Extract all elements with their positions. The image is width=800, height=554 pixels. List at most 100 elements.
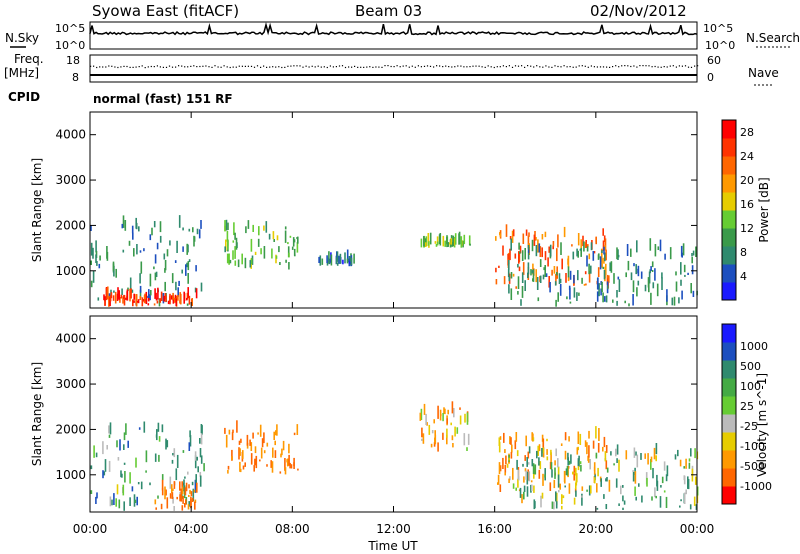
heatmap-cell xyxy=(284,467,287,475)
heatmap-cell xyxy=(622,485,624,488)
heatmap-cell xyxy=(249,260,252,268)
heatmap-cell xyxy=(288,252,290,258)
heatmap-cell xyxy=(548,246,550,253)
heatmap-cell xyxy=(656,480,659,491)
nave-point xyxy=(557,65,559,68)
nave-point xyxy=(669,65,671,67)
nsearch-tick-high: 10^5 xyxy=(703,22,733,35)
heatmap-cell xyxy=(159,298,161,303)
heatmap-cell xyxy=(605,504,608,510)
heatmap-cell xyxy=(623,500,626,505)
nave-point xyxy=(445,65,447,67)
heatmap-cell xyxy=(509,476,511,481)
nave-point xyxy=(126,65,128,68)
heatmap-cell xyxy=(185,482,188,492)
heatmap-cell xyxy=(606,467,609,473)
nave-point xyxy=(505,66,507,68)
heatmap-cell xyxy=(165,489,167,496)
heatmap-cell xyxy=(462,242,464,248)
heatmap-cell xyxy=(433,442,436,447)
nave-point xyxy=(105,66,107,68)
heatmap-cell xyxy=(182,450,185,453)
heatmap-cell xyxy=(156,242,159,250)
heatmap-cell xyxy=(161,479,164,491)
heatmap-cell xyxy=(520,299,522,306)
heatmap-cell xyxy=(545,273,548,277)
heatmap-cell xyxy=(515,286,517,289)
heatmap-cell xyxy=(659,239,662,252)
nave-point xyxy=(363,66,365,68)
heatmap-cell xyxy=(596,507,599,510)
heatmap-cell xyxy=(156,300,159,304)
heatmap-cell xyxy=(535,237,537,241)
heatmap-cell xyxy=(169,493,172,499)
nave-point xyxy=(250,65,253,67)
nave-point xyxy=(596,66,598,68)
heatmap-cell xyxy=(149,294,151,301)
heatmap-cell xyxy=(446,434,448,445)
heatmap-cell xyxy=(200,220,202,229)
heatmap-cell xyxy=(224,220,226,232)
nave-point xyxy=(357,66,359,68)
heatmap-cell xyxy=(519,487,522,498)
heatmap-cell xyxy=(272,447,274,458)
heatmap-cell xyxy=(257,432,259,435)
nave-point xyxy=(536,65,538,67)
heatmap-cell xyxy=(557,234,559,248)
heatmap-cell xyxy=(137,299,140,304)
nave-point xyxy=(235,66,237,68)
nave-point xyxy=(405,65,407,67)
heatmap-cell xyxy=(123,432,126,441)
heatmap-cell xyxy=(675,271,677,276)
heatmap-cell xyxy=(261,438,264,448)
heatmap-cell xyxy=(555,448,557,457)
heatmap-cell xyxy=(528,446,531,454)
heatmap-cell xyxy=(541,434,544,442)
heatmap-cell xyxy=(228,253,230,265)
heatmap-cell xyxy=(184,503,186,508)
heatmap-cell xyxy=(641,495,643,503)
heatmap-cell xyxy=(284,230,287,243)
velocity-colorbar-label-text: Velocity [m s^-1] xyxy=(755,373,769,477)
heatmap-cell xyxy=(655,495,657,499)
heatmap-cell xyxy=(554,460,556,466)
heatmap-cell xyxy=(275,255,278,259)
colorbar-tick-label: 28 xyxy=(740,126,754,139)
nave-point xyxy=(117,66,119,69)
heatmap-cell xyxy=(650,459,652,470)
heatmap-cell xyxy=(339,253,342,264)
heatmap-cell xyxy=(263,246,266,259)
heatmap-cell xyxy=(430,443,433,448)
heatmap-cell xyxy=(229,259,232,264)
heatmap-cell xyxy=(573,473,575,481)
heatmap-cell xyxy=(528,471,531,482)
heatmap-cell xyxy=(638,483,640,487)
heatmap-cell xyxy=(239,448,241,456)
heatmap-cell xyxy=(227,465,230,470)
heatmap-cell xyxy=(138,427,141,430)
heatmap-cell xyxy=(266,442,269,447)
heatmap-cell xyxy=(196,228,199,235)
heatmap-cell xyxy=(139,289,142,298)
heatmap-cell xyxy=(546,438,548,442)
heatmap-cell xyxy=(499,233,502,237)
heatmap-cell xyxy=(508,284,510,294)
heatmap-cell xyxy=(516,450,519,457)
heatmap-cell xyxy=(586,442,588,455)
heatmap-cell xyxy=(683,466,685,469)
heatmap-cell xyxy=(90,225,92,231)
heatmap-cell xyxy=(444,408,446,415)
heatmap-cell xyxy=(530,480,533,483)
heatmap-cell xyxy=(124,471,126,483)
power-panel-bg xyxy=(90,112,697,308)
nave-point xyxy=(341,65,344,67)
heatmap-cell xyxy=(679,459,682,467)
nave-point xyxy=(223,65,225,67)
heatmap-cell xyxy=(120,294,123,299)
heatmap-cell xyxy=(585,283,587,286)
heatmap-cell xyxy=(120,470,122,478)
heatmap-cell xyxy=(275,430,277,436)
heatmap-cell xyxy=(344,252,346,264)
heatmap-cell xyxy=(236,420,238,433)
